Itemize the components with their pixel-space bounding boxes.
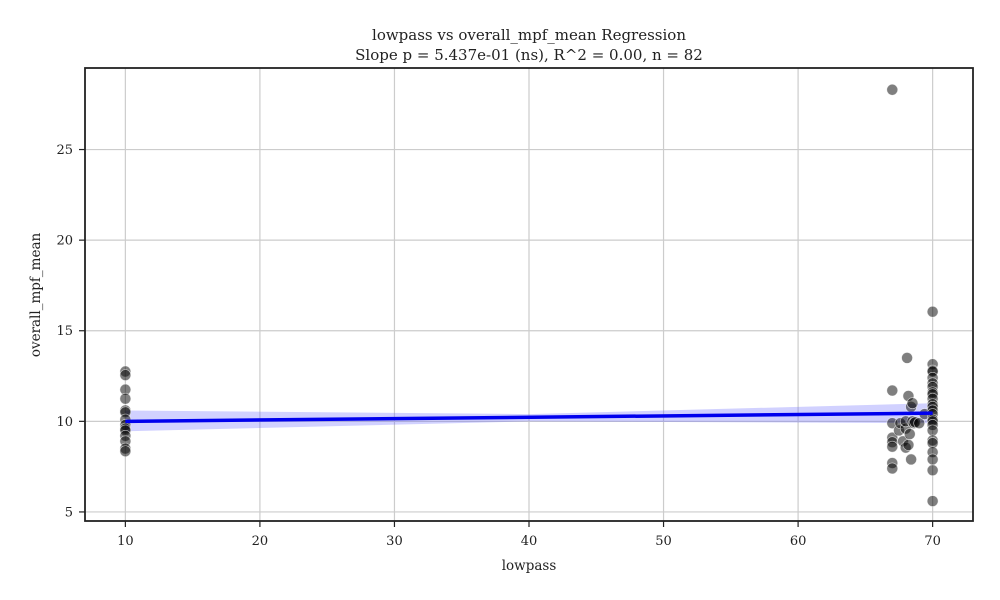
data-point (119, 392, 132, 405)
x-tick-label: 60 (790, 534, 807, 549)
data-point (913, 417, 925, 429)
y-tick-label: 15 (56, 324, 73, 339)
x-tick-label: 30 (386, 534, 403, 549)
x-tick-label: 20 (252, 534, 269, 549)
data-point (886, 384, 899, 397)
grid-layer (85, 68, 973, 521)
x-tick-label: 40 (521, 534, 538, 549)
y-tick-label: 25 (56, 143, 73, 158)
data-point (886, 83, 899, 96)
data-point (901, 352, 913, 364)
data-point (119, 369, 132, 381)
regression-line (125, 411, 933, 424)
x-tick-label: 10 (117, 534, 134, 549)
chart-subtitle: Slope p = 5.437e-01 (ns), R^2 = 0.00, n … (355, 46, 703, 64)
y-tick-label: 10 (56, 415, 73, 430)
x-tick-layer: 10 20 30 40 50 60 70 (117, 521, 941, 549)
data-point (903, 428, 916, 440)
x-tick-label: 50 (655, 534, 672, 549)
y-tick-label: 5 (65, 505, 73, 520)
data-point (905, 453, 917, 466)
data-point (902, 439, 915, 451)
x-axis-label: lowpass (502, 558, 557, 574)
data-point (926, 464, 939, 477)
data-point (926, 305, 939, 318)
y-tick-label: 20 (56, 234, 73, 249)
y-axis-label: overall_mpf_mean (28, 233, 44, 358)
data-point (886, 440, 899, 453)
data-point (926, 424, 939, 437)
y-tick-layer: 5 10 15 20 25 (56, 143, 85, 520)
data-point (886, 462, 899, 475)
data-point (906, 397, 919, 410)
chart-title: lowpass vs overall_mpf_mean Regression (372, 26, 686, 44)
data-point (926, 495, 939, 507)
x-tick-label: 70 (924, 534, 941, 549)
points-layer (119, 83, 939, 507)
data-point (926, 453, 939, 466)
regression-line-layer (125, 411, 933, 424)
data-point (119, 445, 132, 458)
